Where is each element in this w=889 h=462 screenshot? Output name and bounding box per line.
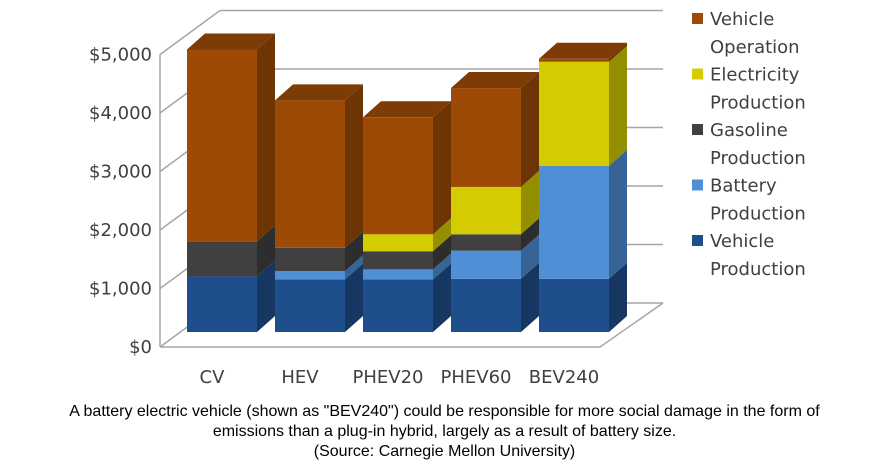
legend: Vehicle Operation Electricity Production Gas…	[692, 9, 806, 280]
bar-segment-side	[345, 255, 363, 280]
legend-label: Battery	[710, 176, 777, 197]
legend-swatch	[692, 13, 703, 24]
caption-line-3: (Source: Carnegie Mellon University)	[313, 443, 576, 460]
bar-phev20	[363, 101, 451, 332]
bar-segment	[451, 278, 521, 332]
bar-segment-side	[609, 45, 627, 166]
x-tick-label: PHEV20	[353, 367, 424, 388]
bar-segment-side	[433, 253, 451, 280]
bar-segment	[451, 186, 521, 235]
bar-segment	[275, 100, 345, 248]
bar-top	[275, 84, 363, 101]
legend-swatch	[692, 235, 703, 246]
bar-segment-side	[433, 101, 451, 235]
legend-label: Production	[710, 204, 806, 225]
bar-segment-side	[609, 262, 627, 332]
bar-segment	[275, 247, 345, 272]
legend-swatch	[692, 179, 703, 191]
bar-segment-side	[257, 260, 275, 332]
gridline-side	[159, 9, 221, 56]
bar-segment-side	[521, 234, 539, 279]
y-tick-label: $5,000	[89, 45, 152, 66]
bar-segment	[363, 234, 433, 252]
bar-segment	[451, 250, 521, 279]
legend-label: Vehicle	[710, 231, 774, 252]
x-tick-label: HEV	[281, 367, 319, 388]
bar-segment-side	[257, 225, 275, 277]
x-tick-label: PHEV60	[441, 367, 512, 388]
bar-segment	[539, 278, 609, 332]
bar-segment	[539, 58, 609, 62]
bar-segment	[363, 251, 433, 270]
bar-segment	[275, 271, 345, 280]
bar-segment-side	[433, 263, 451, 332]
bar-hev	[275, 84, 363, 332]
bar-segment	[363, 117, 433, 235]
y-tick-label: $0	[129, 337, 152, 358]
bar-segment-side	[521, 72, 539, 187]
bar-cv	[187, 33, 275, 332]
legend-label: Production	[710, 93, 806, 114]
bar-segment-side	[521, 218, 539, 251]
legend-label: Operation	[710, 37, 800, 58]
bar-segment	[275, 279, 345, 332]
y-tick-label: $1,000	[89, 279, 152, 300]
floor-edge	[160, 302, 664, 348]
bar-segment-side	[345, 263, 363, 332]
bar-segment	[187, 276, 257, 332]
bar-segment-side	[345, 231, 363, 272]
x-tick-label: CV	[200, 367, 226, 388]
bar-top	[451, 72, 539, 89]
bar-segment-side	[609, 149, 627, 279]
bar-segment	[451, 234, 521, 251]
legend-swatch	[692, 124, 703, 135]
bar-phev60	[451, 72, 539, 332]
legend-label: Electricity	[710, 65, 800, 86]
legend-label: Gasoline	[710, 120, 788, 141]
bar-segment-side	[257, 33, 275, 242]
bar-segment-side	[521, 170, 539, 235]
bar-top	[539, 42, 627, 59]
bar-segment	[451, 88, 521, 187]
legend-label: Vehicle	[710, 9, 774, 30]
figure-caption: A battery electric vehicle (shown as "BE…	[0, 402, 889, 462]
bar-segment	[363, 269, 433, 280]
legend-swatch	[692, 68, 703, 80]
legend-label: Production	[710, 259, 806, 280]
legend-label: Production	[710, 148, 806, 169]
y-tick-label: $2,000	[89, 220, 152, 241]
bar-segment	[187, 49, 257, 242]
bar-segment-side	[345, 84, 363, 248]
bar-segment	[363, 279, 433, 332]
stacked-bar-chart: $0 $1,000 $2,000 $3,000 $4,000 $5,000 CV HEV PH…	[89, 9, 806, 388]
y-tick-label: $4,000	[89, 103, 152, 124]
bar-segment-side	[433, 218, 451, 252]
bar-segment	[187, 241, 257, 277]
caption-line-1: A battery electric vehicle (shown as "BE…	[69, 403, 820, 420]
bar-segment	[539, 165, 609, 279]
bar-segment-side	[609, 42, 627, 62]
bar-top	[187, 33, 275, 50]
bar-top	[363, 101, 451, 118]
bar-segment	[539, 61, 609, 166]
x-axis-ticks: CV HEV PHEV20 PHEV60 BEV240	[200, 367, 600, 388]
x-tick-label: BEV240	[529, 367, 599, 388]
caption-line-2: emissions than a plug-in hybrid, largely…	[212, 423, 677, 440]
bar-bev240	[539, 42, 627, 332]
bars	[187, 33, 627, 332]
bar-segment-side	[521, 262, 539, 332]
bar-segment-side	[433, 235, 451, 270]
y-tick-label: $3,000	[89, 162, 152, 183]
y-axis-ticks: $0 $1,000 $2,000 $3,000 $4,000 $5,000	[89, 45, 152, 359]
